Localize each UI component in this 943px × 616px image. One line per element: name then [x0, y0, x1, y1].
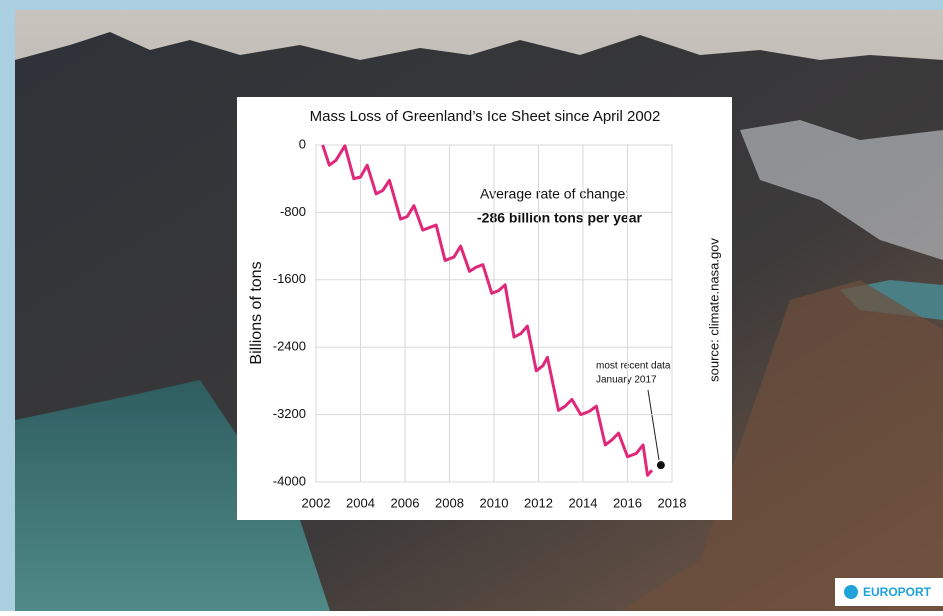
- x-tick-label: 2002: [302, 495, 331, 510]
- x-tick-label: 2010: [480, 495, 509, 510]
- x-tick-label: 2012: [524, 495, 553, 510]
- chart-card: [237, 97, 732, 520]
- watermark: EUROPORT: [863, 585, 932, 599]
- x-tick-label: 2018: [658, 495, 687, 510]
- data-line: [321, 144, 654, 477]
- photo-snow: [740, 120, 943, 260]
- latest-point: [656, 461, 665, 470]
- recent-note: most recent data: [596, 361, 671, 372]
- x-tick-label: 2014: [569, 495, 598, 510]
- y-tick-label: -2400: [273, 339, 306, 354]
- recent-pointer: [647, 389, 660, 461]
- x-tick-label: 2008: [435, 495, 464, 510]
- chart-title: Mass Loss of Greenland’s Ice Sheet since…: [310, 108, 661, 125]
- rate-value: -286 billion tons per year: [477, 210, 642, 226]
- photo-water: [15, 380, 330, 611]
- y-tick-label: -800: [280, 204, 306, 219]
- plot: -4000 -3200 -2400 -1600 -800 0 2002 2004 2006 200…: [273, 136, 687, 510]
- rate-label: Average rate of change:: [480, 186, 629, 202]
- x-tick-label: 2004: [346, 495, 375, 510]
- y-tick-label: -1600: [273, 271, 306, 286]
- y-tick-label: -4000: [273, 473, 306, 488]
- y-tick-label: 0: [299, 136, 306, 151]
- recent-note: January 2017: [596, 375, 657, 386]
- source: source: climate.nasa.gov: [706, 238, 721, 382]
- photo-ridge: [620, 280, 943, 611]
- y-tick-label: -3200: [273, 406, 306, 421]
- x-tick-label: 2016: [613, 495, 642, 510]
- watermark-logo: [844, 585, 858, 599]
- y-axis-label: Billions of tons: [248, 261, 265, 364]
- x-tick-label: 2006: [391, 495, 420, 510]
